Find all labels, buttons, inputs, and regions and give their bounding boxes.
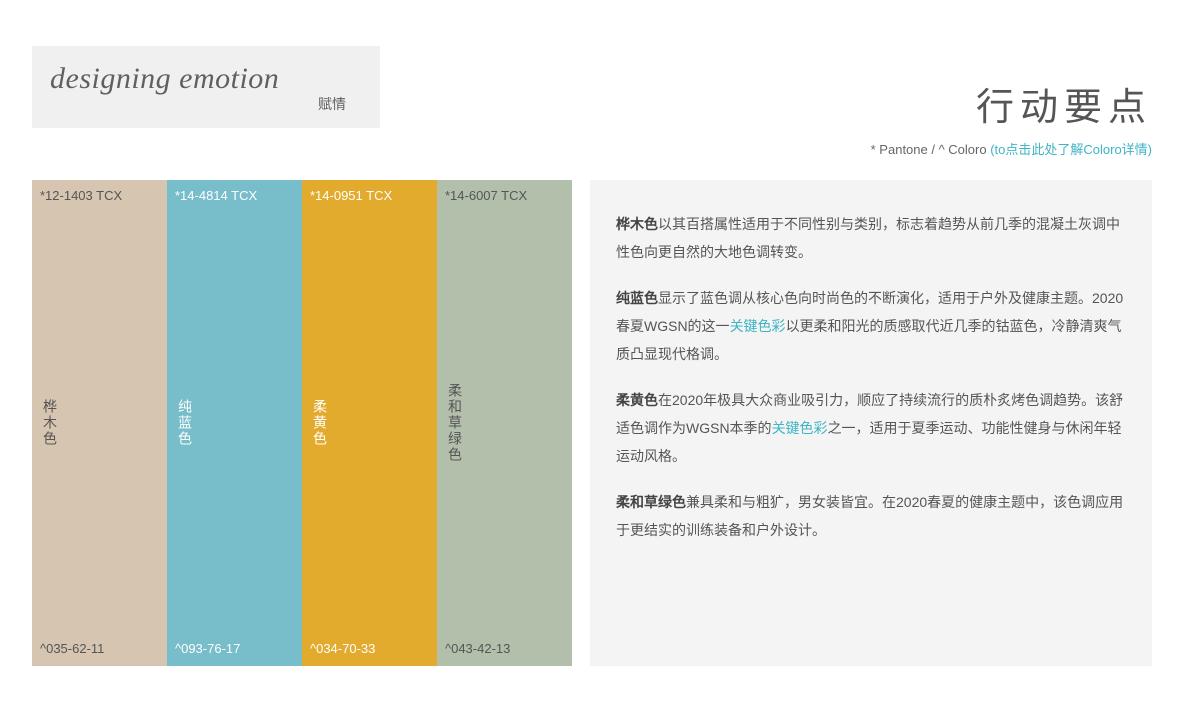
logo-sub: 赋情 (50, 94, 352, 114)
coloro-link[interactable]: (to点击此处了解Coloro详情) (990, 142, 1152, 157)
swatch-bottom-code: ^034-70-33 (310, 641, 429, 656)
desc-p3: 柔黄色在2020年极具大众商业吸引力，顺应了持续流行的质朴炙烤色调趋势。该舒适色… (616, 386, 1126, 470)
swatch-2: *14-0951 TCX 柔黄色 ^034-70-33 (302, 180, 437, 666)
description-panel: 桦木色以其百搭属性适用于不同性别与类别，标志着趋势从前几季的混凝土灰调中性色向更… (590, 180, 1152, 666)
subtitle: * Pantone / ^ Coloro (to点击此处了解Coloro详情) (871, 139, 1152, 158)
page-header: designing emotion 赋情 行动要点 * Pantone / ^ … (0, 0, 1184, 158)
swatch-top-code: *14-0951 TCX (310, 188, 429, 203)
desc-p4-text: 兼具柔和与粗犷，男女装皆宜。在2020春夏的健康主题中，该色调应用于更结实的训练… (616, 494, 1123, 538)
desc-p1-bold: 桦木色 (616, 216, 658, 232)
swatch-strip: *12-1403 TCX 桦木色 ^035-62-11 *14-4814 TCX… (32, 180, 572, 666)
logo-main: designing emotion (50, 62, 352, 96)
content-row: *12-1403 TCX 桦木色 ^035-62-11 *14-4814 TCX… (0, 158, 1184, 666)
swatch-name: 桦木色 (40, 399, 60, 447)
swatch-top-code: *14-4814 TCX (175, 188, 294, 203)
swatch-bottom-code: ^043-42-13 (445, 641, 564, 656)
swatch-name: 纯蓝色 (175, 399, 195, 447)
desc-p4: 柔和草绿色兼具柔和与粗犷，男女装皆宜。在2020春夏的健康主题中，该色调应用于更… (616, 488, 1126, 544)
desc-p2-link[interactable]: 关键色彩 (730, 318, 786, 334)
swatch-1: *14-4814 TCX 纯蓝色 ^093-76-17 (167, 180, 302, 666)
desc-p3-link[interactable]: 关键色彩 (772, 420, 828, 436)
desc-p2: 纯蓝色显示了蓝色调从核心色向时尚色的不断演化，适用于户外及健康主题。2020春夏… (616, 284, 1126, 368)
swatch-name: 柔黄色 (310, 399, 330, 447)
swatch-name: 柔和草绿色 (445, 383, 465, 463)
desc-p3-bold: 柔黄色 (616, 392, 658, 408)
desc-p4-bold: 柔和草绿色 (616, 494, 686, 510)
subtitle-prefix: * Pantone / ^ Coloro (871, 142, 991, 157)
header-right: 行动要点 * Pantone / ^ Coloro (to点击此处了解Color… (871, 46, 1152, 158)
desc-p2-bold: 纯蓝色 (616, 290, 658, 306)
page-title: 行动要点 (871, 76, 1152, 131)
desc-p1-text: 以其百搭属性适用于不同性别与类别，标志着趋势从前几季的混凝土灰调中性色向更自然的… (616, 216, 1120, 260)
swatch-3: *14-6007 TCX 柔和草绿色 ^043-42-13 (437, 180, 572, 666)
desc-p1: 桦木色以其百搭属性适用于不同性别与类别，标志着趋势从前几季的混凝土灰调中性色向更… (616, 210, 1126, 266)
swatch-top-code: *14-6007 TCX (445, 188, 564, 203)
swatch-bottom-code: ^035-62-11 (40, 641, 159, 656)
logo-box: designing emotion 赋情 (32, 46, 380, 128)
swatch-0: *12-1403 TCX 桦木色 ^035-62-11 (32, 180, 167, 666)
swatch-top-code: *12-1403 TCX (40, 188, 159, 203)
swatch-bottom-code: ^093-76-17 (175, 641, 294, 656)
